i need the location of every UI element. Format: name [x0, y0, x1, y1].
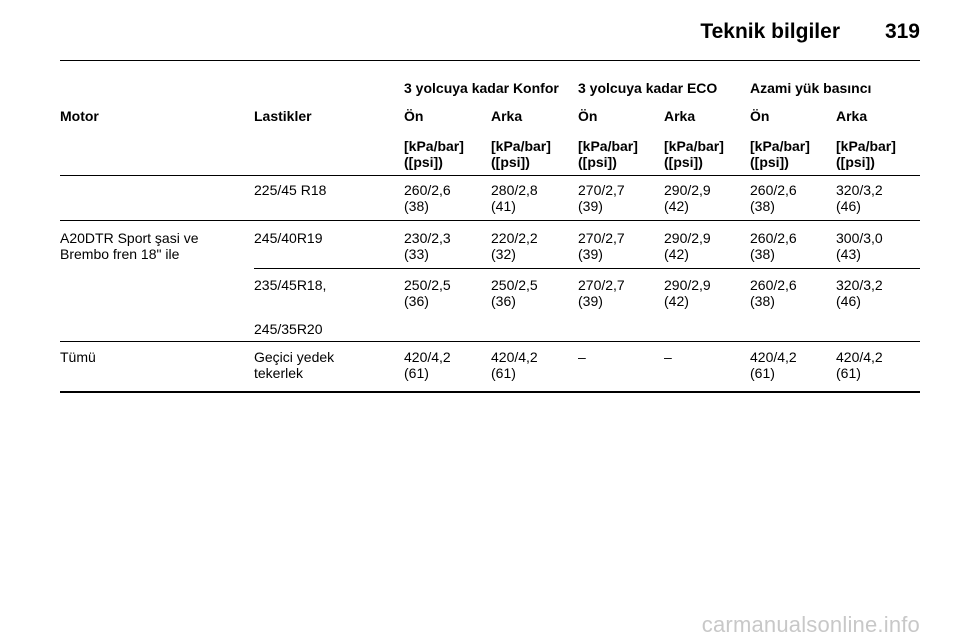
unit-header-psi: ([psi])	[491, 154, 530, 170]
pressure-psi: (39)	[578, 246, 603, 262]
pressure-psi: (38)	[750, 246, 775, 262]
group-header: Azami yük basıncı	[750, 80, 872, 96]
pressure-psi: (39)	[578, 198, 603, 214]
unit-header-kpa-bar: [kPa/bar]	[404, 138, 464, 154]
header-rule	[60, 60, 920, 61]
column-header-position: Arka	[664, 108, 696, 124]
tyre-size: 245/35R20	[254, 321, 323, 337]
pressure-value: 290/2,9	[664, 182, 711, 198]
page-header: Teknik bilgiler 319	[60, 14, 920, 54]
pressure-value: 220/2,2	[491, 230, 538, 246]
unit-header-kpa-bar: [kPa/bar]	[664, 138, 724, 154]
row-divider	[60, 220, 920, 221]
column-header-position: Ön	[750, 108, 770, 124]
motor-name: Brembo fren 18" ile	[60, 246, 180, 262]
watermark: carmanualsonline.info	[701, 612, 920, 637]
tyre-size: tekerlek	[254, 365, 304, 381]
pressure-value: –	[578, 349, 586, 365]
unit-header-kpa-bar: [kPa/bar]	[578, 138, 638, 154]
pressure-value: 250/2,5	[491, 277, 538, 293]
pressure-value: 280/2,8	[491, 182, 538, 198]
page-title: Teknik bilgiler	[700, 20, 840, 43]
pressure-value: 260/2,6	[750, 277, 797, 293]
pressure-psi: (36)	[491, 293, 516, 309]
column-header-position: Ön	[404, 108, 424, 124]
pressure-value: 230/2,3	[404, 230, 451, 246]
pressure-value: 320/3,2	[836, 277, 883, 293]
unit-header-psi: ([psi])	[578, 154, 617, 170]
pressure-value: 420/4,2	[491, 349, 538, 365]
pressure-psi: (38)	[404, 198, 429, 214]
column-header-tyres: Lastikler	[254, 108, 312, 124]
pressure-value: 320/3,2	[836, 182, 883, 198]
unit-header-kpa-bar: [kPa/bar]	[750, 138, 810, 154]
pressure-psi: (36)	[404, 293, 429, 309]
pressure-psi: (38)	[750, 293, 775, 309]
row-divider	[254, 268, 920, 269]
tyre-size: 235/45R18,	[254, 277, 327, 293]
pressure-psi: (42)	[664, 246, 689, 262]
tyre-size: 225/45 R18	[254, 182, 327, 198]
pressure-psi: (32)	[491, 246, 516, 262]
row-divider	[60, 391, 920, 393]
column-header-motor: Motor	[60, 108, 99, 124]
pressure-psi: (61)	[491, 365, 516, 381]
pressure-psi: (46)	[836, 293, 861, 309]
motor-name: A20DTR Sport şasi ve	[60, 230, 199, 246]
row-divider	[60, 341, 920, 342]
pressure-value: 270/2,7	[578, 182, 625, 198]
unit-header-psi: ([psi])	[750, 154, 789, 170]
header-divider	[60, 175, 920, 176]
unit-header-kpa-bar: [kPa/bar]	[836, 138, 896, 154]
pressure-value: 260/2,6	[404, 182, 451, 198]
tyre-size: Geçici yedek	[254, 349, 335, 365]
pressure-psi: (43)	[836, 246, 861, 262]
pressure-value: 300/3,0	[836, 230, 883, 246]
column-header-position: Arka	[836, 108, 868, 124]
tyre-size: 245/40R19	[254, 230, 323, 246]
pressure-psi: (46)	[836, 198, 861, 214]
group-header: 3 yolcuya kadar Konfor	[404, 80, 559, 96]
pressure-psi: (39)	[578, 293, 603, 309]
pressure-psi: (61)	[836, 365, 861, 381]
column-header-position: Ön	[578, 108, 598, 124]
unit-header-psi: ([psi])	[664, 154, 703, 170]
page-number: 319	[884, 20, 920, 43]
pressure-psi: (41)	[491, 198, 516, 214]
pressure-value: 250/2,5	[404, 277, 451, 293]
pressure-psi: (38)	[750, 198, 775, 214]
pressure-value: 290/2,9	[664, 277, 711, 293]
column-header-position: Arka	[491, 108, 523, 124]
pressure-psi: (42)	[664, 293, 689, 309]
pressure-value: 260/2,6	[750, 182, 797, 198]
unit-header-kpa-bar: [kPa/bar]	[491, 138, 551, 154]
pressure-value: 290/2,9	[664, 230, 711, 246]
unit-header-psi: ([psi])	[404, 154, 443, 170]
pressure-value: 260/2,6	[750, 230, 797, 246]
pressure-value: 270/2,7	[578, 277, 625, 293]
motor-name: Tümü	[60, 349, 96, 365]
pressure-psi: (61)	[750, 365, 775, 381]
pressure-value: 270/2,7	[578, 230, 625, 246]
pressure-value: –	[664, 349, 672, 365]
pressure-value: 420/4,2	[836, 349, 883, 365]
group-header: 3 yolcuya kadar ECO	[578, 80, 718, 96]
unit-header-psi: ([psi])	[836, 154, 875, 170]
pressure-psi: (61)	[404, 365, 429, 381]
pressure-psi: (42)	[664, 198, 689, 214]
pressure-value: 420/4,2	[404, 349, 451, 365]
pressure-value: 420/4,2	[750, 349, 797, 365]
pressure-psi: (33)	[404, 246, 429, 262]
